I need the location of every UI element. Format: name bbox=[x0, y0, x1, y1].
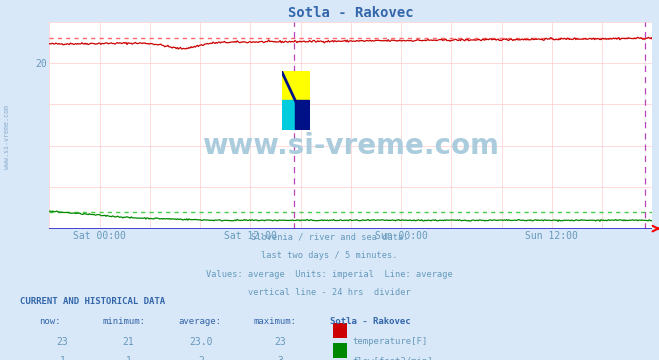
Text: 1: 1 bbox=[126, 356, 131, 360]
Text: maximum:: maximum: bbox=[254, 317, 297, 326]
Text: 2: 2 bbox=[198, 356, 204, 360]
Title: Sotla - Rakovec: Sotla - Rakovec bbox=[288, 6, 414, 21]
Text: 23.0: 23.0 bbox=[189, 337, 213, 347]
Text: www.si-vreme.com: www.si-vreme.com bbox=[3, 105, 10, 169]
Text: 1: 1 bbox=[60, 356, 65, 360]
Text: CURRENT AND HISTORICAL DATA: CURRENT AND HISTORICAL DATA bbox=[20, 297, 165, 306]
Text: temperature[F]: temperature[F] bbox=[353, 337, 428, 346]
Text: Sotla - Rakovec: Sotla - Rakovec bbox=[330, 317, 410, 326]
Text: last two days / 5 minutes.: last two days / 5 minutes. bbox=[261, 251, 398, 260]
Text: vertical line - 24 hrs  divider: vertical line - 24 hrs divider bbox=[248, 288, 411, 297]
Text: 3: 3 bbox=[277, 356, 283, 360]
Text: now:: now: bbox=[40, 317, 61, 326]
Text: 21: 21 bbox=[123, 337, 134, 347]
Text: www.si-vreme.com: www.si-vreme.com bbox=[202, 132, 500, 160]
Text: Values: average  Units: imperial  Line: average: Values: average Units: imperial Line: av… bbox=[206, 270, 453, 279]
Text: flow[foot3/min]: flow[foot3/min] bbox=[353, 356, 433, 360]
Text: 23: 23 bbox=[57, 337, 69, 347]
Text: minimum:: minimum: bbox=[102, 317, 145, 326]
Text: 23: 23 bbox=[274, 337, 286, 347]
Text: Slovenia / river and sea data.: Slovenia / river and sea data. bbox=[251, 232, 408, 241]
Text: average:: average: bbox=[178, 317, 221, 326]
